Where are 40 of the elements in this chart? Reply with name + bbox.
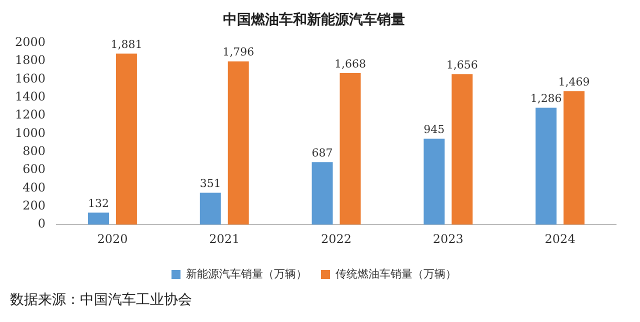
bar	[340, 72, 361, 225]
data-label: 945	[424, 123, 445, 136]
bar	[312, 162, 333, 225]
x-tick-label: 2023	[432, 232, 464, 246]
x-tick-label: 2021	[209, 232, 240, 246]
y-tick-label: 800	[22, 144, 46, 158]
y-tick-label: 1000	[14, 126, 46, 140]
bar	[200, 192, 221, 225]
source-note: 数据来源：中国汽车工业协会	[9, 291, 193, 310]
legend-label: 新能源汽车销量（万辆）	[186, 267, 307, 280]
y-tick-label: 1800	[14, 53, 46, 68]
bar	[116, 54, 137, 225]
data-label: 1,881	[110, 38, 142, 51]
bar	[564, 91, 585, 225]
y-tick-label: 200	[22, 198, 46, 213]
y-tick-label: 1600	[14, 71, 46, 86]
y-tick-label: 1400	[14, 89, 46, 104]
x-tick-label: 2024	[544, 232, 576, 246]
data-label: 351	[200, 177, 221, 190]
y-tick-label: 400	[22, 180, 46, 194]
data-label: 1,796	[222, 46, 254, 59]
data-label: 1,668	[334, 57, 366, 70]
data-label: 1,286	[530, 92, 562, 106]
legend-label: 传统燃油车销量（万辆）	[336, 267, 456, 280]
x-tick-label: 2022	[320, 232, 352, 246]
x-tick-label: 2020	[97, 232, 128, 246]
y-tick-label: 2000	[14, 34, 46, 49]
bar	[424, 138, 445, 225]
data-label: 687	[312, 146, 333, 160]
bar	[536, 108, 557, 225]
y-tick-label: 1200	[14, 108, 46, 122]
chart-title: 中国燃油车和新能源汽车销量	[223, 11, 405, 28]
data-label: 1,469	[558, 75, 590, 88]
data-label: 132	[88, 196, 109, 210]
y-tick-label: 600	[22, 162, 46, 176]
y-tick-label: 0	[38, 216, 46, 231]
bar	[452, 74, 473, 225]
data-label: 1,656	[446, 58, 478, 72]
bar	[228, 61, 249, 225]
bar	[88, 212, 109, 225]
